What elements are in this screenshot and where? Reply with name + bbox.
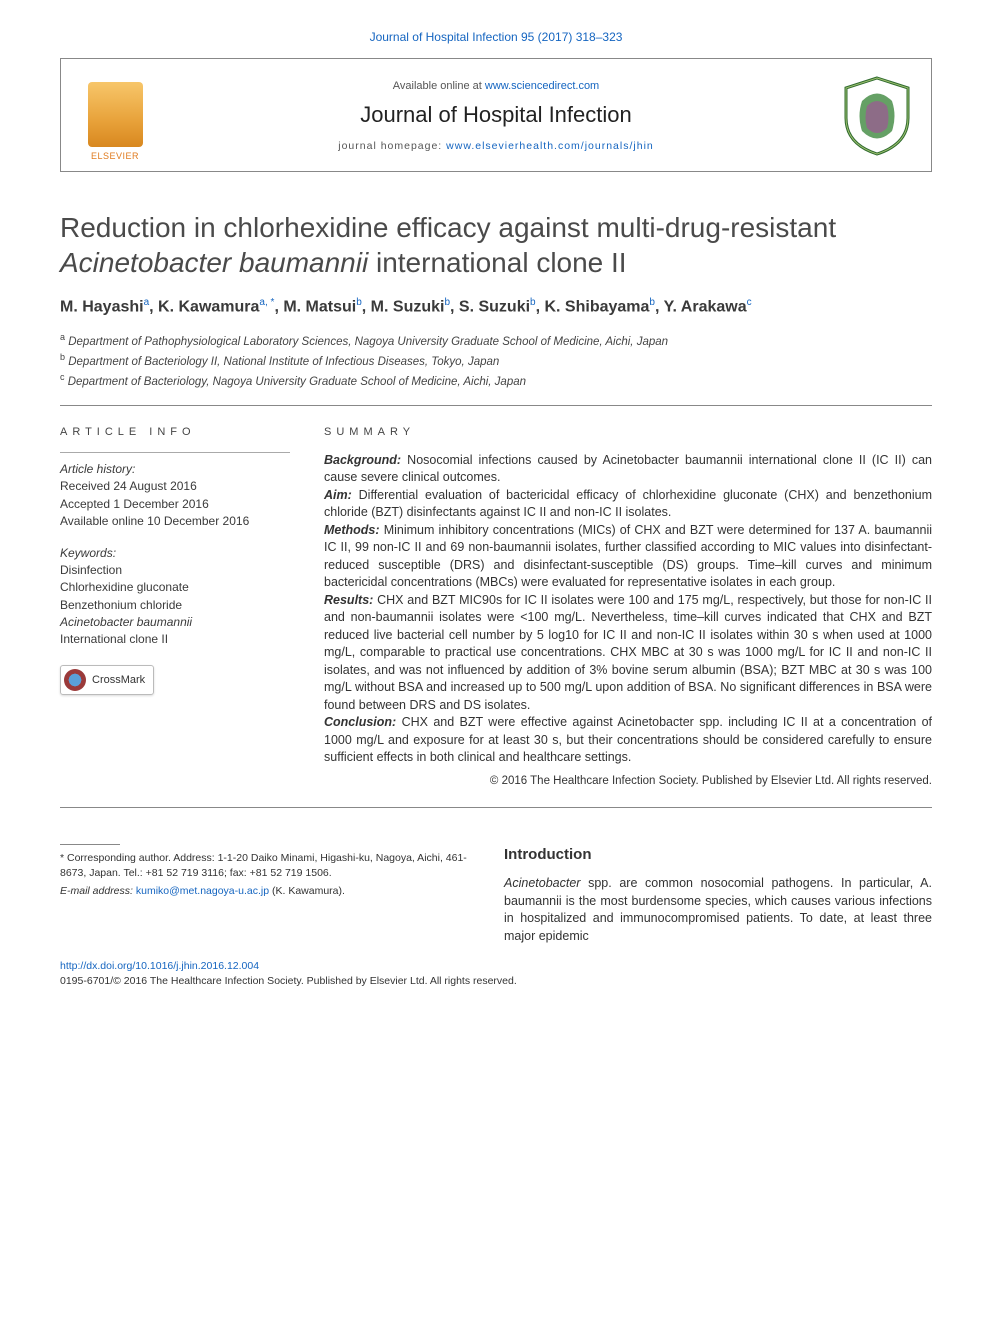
keyword: International clone II (60, 631, 290, 648)
article-info-column: ARTICLE INFO Article history: Received 2… (60, 426, 290, 789)
keywords-label: Keywords: (60, 545, 290, 562)
doi-footer: http://dx.doi.org/10.1016/j.jhin.2016.12… (60, 959, 932, 988)
journal-name: Journal of Hospital Infection (155, 102, 837, 128)
introduction-head: Introduction (504, 844, 932, 865)
keyword: Benzethonium chloride (60, 597, 290, 614)
received-date: Received 24 August 2016 (60, 478, 290, 495)
elsevier-logo[interactable]: ELSEVIER (75, 71, 155, 161)
online-date: Available online 10 December 2016 (60, 513, 290, 530)
journal-homepage-link[interactable]: www.elsevierhealth.com/journals/jhin (446, 140, 654, 152)
authors: M. Hayashia, K. Kawamuraa, *, M. Matsuib… (60, 296, 932, 319)
corresponding-email-link[interactable]: kumiko@met.nagoya-u.ac.jp (136, 885, 269, 897)
elsevier-word: ELSEVIER (91, 151, 139, 161)
copyright-line: © 2016 The Healthcare Infection Society.… (324, 773, 932, 789)
elsevier-tree-icon (88, 82, 143, 147)
introduction-column: Introduction Acinetobacter spp. are comm… (504, 844, 932, 945)
crossmark-button[interactable]: CrossMark (60, 665, 154, 695)
citation-link[interactable]: Journal of Hospital Infection 95 (2017) … (60, 30, 932, 44)
footnotes: * Corresponding author. Address: 1-1-20 … (60, 844, 470, 945)
summary-head: SUMMARY (324, 426, 932, 438)
article-title: Reduction in chlorhexidine efficacy agai… (60, 210, 932, 280)
crossmark-icon (64, 669, 86, 691)
article-info-head: ARTICLE INFO (60, 426, 290, 438)
shield-icon (842, 76, 912, 156)
journal-homepage: journal homepage: www.elsevierhealth.com… (155, 140, 837, 152)
accepted-date: Accepted 1 December 2016 (60, 496, 290, 513)
doi-link[interactable]: http://dx.doi.org/10.1016/j.jhin.2016.12… (60, 960, 259, 972)
available-online: Available online at www.sciencedirect.co… (155, 80, 837, 92)
affiliations: a Department of Pathophysiological Labor… (60, 331, 932, 406)
journal-logo[interactable] (837, 71, 917, 161)
sciencedirect-link[interactable]: www.sciencedirect.com (485, 80, 599, 92)
keyword: Disinfection (60, 562, 290, 579)
masthead: ELSEVIER Available online at www.science… (60, 58, 932, 172)
keyword: Chlorhexidine gluconate (60, 579, 290, 596)
corresponding-note: * Corresponding author. Address: 1-1-20 … (60, 851, 470, 880)
keyword: Acinetobacter baumannii (60, 614, 290, 631)
summary-column: SUMMARY Background: Nosocomial infection… (324, 426, 932, 789)
history-label: Article history: (60, 461, 290, 478)
crossmark-label: CrossMark (92, 674, 145, 686)
